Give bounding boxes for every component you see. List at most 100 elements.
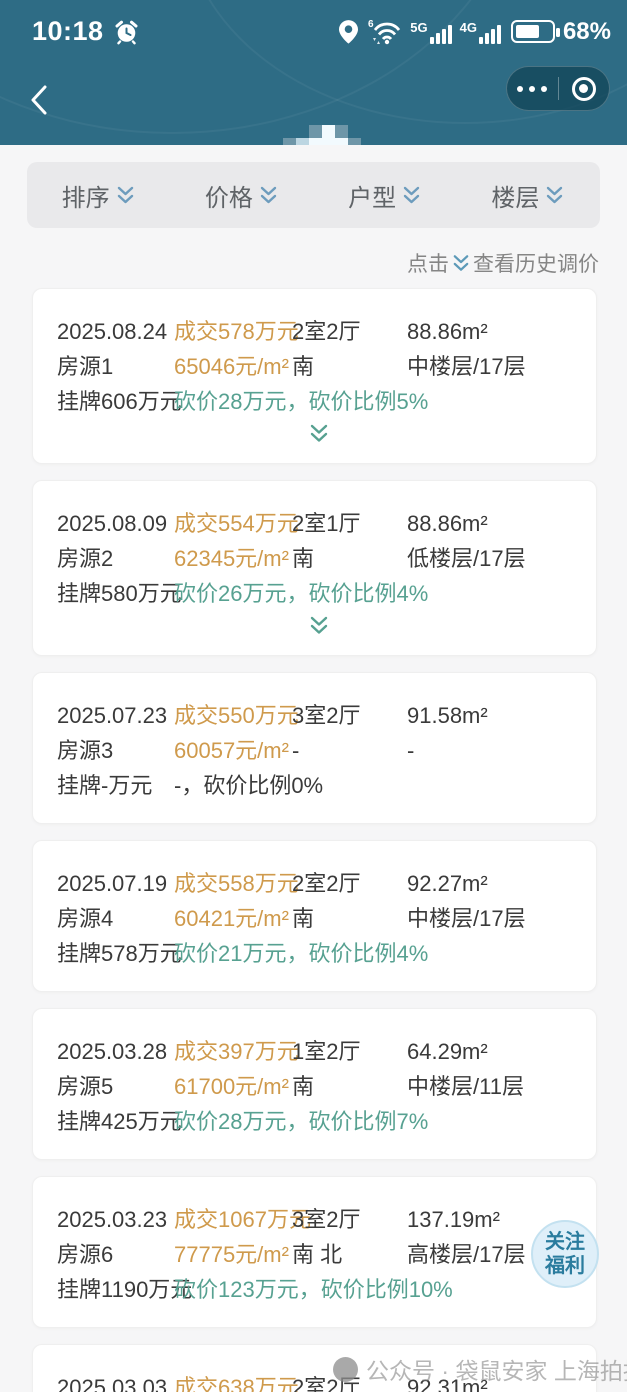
listing-id: 房源4 bbox=[57, 906, 114, 931]
area: 88.86m² bbox=[407, 319, 488, 344]
clock-time: 10:18 bbox=[32, 16, 104, 46]
target-icon bbox=[571, 76, 596, 101]
discount-info: -，砍价比例0% bbox=[174, 773, 324, 798]
filter-price[interactable]: 价格 bbox=[205, 178, 279, 213]
filter-price-label: 价格 bbox=[204, 184, 253, 212]
deal-price: 成交397万元 bbox=[174, 1039, 299, 1064]
discount-info: 砍价21万元，砍价比例4% bbox=[174, 941, 429, 966]
listing-price: 挂牌580万元 bbox=[57, 581, 182, 606]
layout-type: 2室2厅 bbox=[292, 319, 361, 344]
listing-card[interactable]: 2025.03.23 成交1067万元 3室2厅 137.19m² 房源6 77… bbox=[32, 1176, 597, 1328]
listing-price: 挂牌-万元 bbox=[57, 773, 153, 798]
signal-5g-icon: 5G bbox=[410, 20, 452, 44]
unit-price: 60421元/m² bbox=[174, 906, 289, 931]
expand-chevron-icon[interactable] bbox=[57, 615, 580, 637]
listing-card[interactable]: 2025.07.23 成交550万元 3室2厅 91.58m² 房源3 6005… bbox=[32, 672, 597, 824]
listing-id: 房源3 bbox=[57, 738, 114, 763]
history-link[interactable]: 点击 查看历史调价 bbox=[28, 248, 599, 278]
status-bar: 10:18 6 bbox=[0, 0, 627, 55]
signal-4g-icon: 4G bbox=[460, 20, 501, 44]
floor-info: 中楼层/17层 bbox=[407, 906, 526, 931]
area: 92.31m² bbox=[407, 1375, 488, 1392]
home-circle-button[interactable] bbox=[559, 67, 610, 110]
floor-info: 低楼层/17层 bbox=[407, 546, 526, 571]
unit-price: 65046元/m² bbox=[174, 354, 289, 379]
unit-price: 61700元/m² bbox=[174, 1074, 289, 1099]
orientation: 南 bbox=[292, 546, 315, 571]
orientation: 南 bbox=[292, 354, 315, 379]
floor-info: 高楼层/17层 bbox=[407, 1242, 526, 1267]
battery-percent: 68% bbox=[562, 17, 611, 45]
filter-sort-label: 排序 bbox=[61, 184, 110, 212]
top-bar: 10:18 6 bbox=[0, 0, 627, 145]
deal-date: 2025.07.19 bbox=[57, 871, 168, 896]
listing-price: 挂牌606万元 bbox=[57, 389, 182, 414]
listing-card[interactable]: 2025.08.24 成交578万元 2室2厅 88.86m² 房源1 6504… bbox=[32, 288, 597, 464]
discount-info: 砍价26万元，砍价比例4% bbox=[174, 581, 429, 606]
more-menu-button[interactable] bbox=[507, 67, 558, 110]
listing-price: 挂牌1190万元 bbox=[57, 1277, 193, 1302]
double-chevron-down-icon bbox=[403, 186, 420, 204]
listing-card[interactable]: 2025.07.19 成交558万元 2室2厅 92.27m² 房源4 6042… bbox=[32, 840, 597, 992]
listing-card[interactable]: 2025.03.28 成交397万元 1室2厅 64.29m² 房源5 6170… bbox=[32, 1008, 597, 1160]
filter-sort[interactable]: 排序 bbox=[62, 178, 136, 213]
deal-price: 成交550万元 bbox=[174, 703, 299, 728]
deal-date: 2025.08.09 bbox=[57, 511, 168, 536]
layout-type: 3室2厅 bbox=[292, 1207, 361, 1232]
censored-title bbox=[283, 125, 361, 145]
deal-price: 成交578万元 bbox=[174, 319, 299, 344]
listing-price: 挂牌425万元 bbox=[57, 1109, 182, 1134]
layout-type: 2室1厅 bbox=[292, 511, 361, 536]
listing-id: 房源1 bbox=[57, 354, 114, 379]
wifi6-icon: 6 bbox=[366, 18, 402, 45]
ellipsis-icon bbox=[517, 85, 548, 92]
deal-date: 2025.08.24 bbox=[57, 319, 168, 344]
unit-price: 77775元/m² bbox=[174, 1242, 289, 1267]
floor-info: 中楼层/17层 bbox=[407, 354, 526, 379]
layout-type: 3室2厅 bbox=[292, 703, 361, 728]
orientation: 南 bbox=[292, 1074, 315, 1099]
back-icon[interactable] bbox=[28, 80, 58, 120]
listing-id: 房源5 bbox=[57, 1074, 114, 1099]
discount-info: 砍价28万元，砍价比例7% bbox=[174, 1109, 429, 1134]
orientation: 南 北 bbox=[292, 1242, 343, 1267]
deal-price: 成交1067万元 bbox=[174, 1207, 311, 1232]
follow-benefits-button[interactable]: 关注 福利 bbox=[531, 1220, 599, 1288]
deal-date: 2025.03.23 bbox=[57, 1207, 168, 1232]
layout-type: 2室2厅 bbox=[292, 871, 361, 896]
nav-bar bbox=[0, 55, 627, 145]
listing-price: 挂牌578万元 bbox=[57, 941, 182, 966]
double-chevron-down-icon bbox=[453, 255, 469, 271]
filter-layout[interactable]: 户型 bbox=[348, 178, 422, 213]
svg-text:6: 6 bbox=[368, 19, 374, 30]
miniprogram-capsule bbox=[506, 66, 610, 111]
listing-content: 排序 价格 户型 楼层 点击 查看历史调价 2025.08.24 成交578万元… bbox=[0, 145, 627, 1392]
orientation: 南 bbox=[292, 906, 315, 931]
layout-type: 2室2厅 bbox=[292, 1375, 361, 1392]
layout-type: 1室2厅 bbox=[292, 1039, 361, 1064]
listing-card[interactable]: 2025.03.03 成交638万元 2室2厅 92.31m² bbox=[32, 1344, 597, 1392]
area: 92.27m² bbox=[407, 871, 488, 896]
listing-card[interactable]: 2025.08.09 成交554万元 2室1厅 88.86m² 房源2 6234… bbox=[32, 480, 597, 656]
deal-price: 成交638万元 bbox=[174, 1375, 299, 1392]
double-chevron-down-icon bbox=[117, 186, 133, 204]
filter-floor[interactable]: 楼层 bbox=[491, 178, 565, 213]
unit-price: 60057元/m² bbox=[174, 738, 289, 763]
location-icon bbox=[339, 19, 359, 44]
area: 137.19m² bbox=[407, 1207, 500, 1232]
listing-id: 房源2 bbox=[57, 546, 114, 571]
capsule-divider bbox=[557, 77, 559, 100]
floor-info: - bbox=[407, 738, 415, 763]
unit-price: 62345元/m² bbox=[174, 546, 289, 571]
battery-icon bbox=[510, 20, 560, 43]
listing-id: 房源6 bbox=[57, 1242, 114, 1267]
discount-info: 砍价28万元，砍价比例5% bbox=[174, 389, 429, 414]
area: 91.58m² bbox=[407, 703, 488, 728]
area: 64.29m² bbox=[407, 1039, 488, 1064]
history-link-prefix: 点击 bbox=[407, 253, 449, 276]
deal-date: 2025.07.23 bbox=[57, 703, 168, 728]
expand-chevron-icon[interactable] bbox=[57, 423, 580, 445]
double-chevron-down-icon bbox=[260, 186, 277, 204]
area: 88.86m² bbox=[407, 511, 488, 536]
